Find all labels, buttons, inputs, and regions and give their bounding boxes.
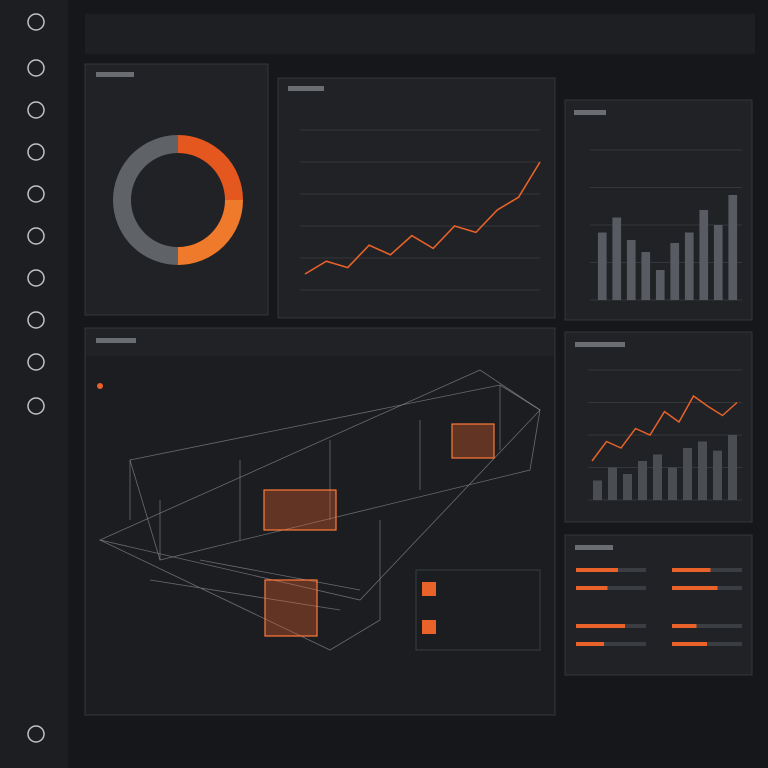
bar	[653, 454, 662, 500]
dot	[97, 383, 103, 389]
floorplan	[86, 356, 554, 714]
bar	[683, 448, 692, 500]
placeholder	[96, 72, 134, 77]
bar	[670, 243, 680, 300]
placeholder	[288, 86, 324, 91]
nav-icon[interactable]	[27, 59, 45, 77]
zone-cube	[263, 489, 337, 531]
progress-bar	[672, 586, 718, 590]
top-bar	[85, 14, 755, 54]
nav-icon[interactable]	[27, 185, 45, 203]
donut-segment	[177, 135, 243, 201]
bar	[597, 232, 607, 300]
bar	[684, 232, 694, 300]
room	[99, 520, 381, 651]
zone-cube	[264, 579, 318, 637]
wall	[129, 384, 541, 561]
swatch	[422, 620, 436, 634]
progress-bar	[576, 624, 625, 628]
progress-bar	[576, 568, 618, 572]
swatch	[422, 582, 436, 596]
header-placeholders	[96, 72, 625, 550]
combo-line	[591, 394, 738, 462]
bar	[641, 252, 651, 300]
bar	[713, 225, 723, 300]
placeholder	[574, 110, 606, 115]
progress-track	[576, 642, 646, 646]
wall	[129, 385, 501, 560]
legend-box	[415, 569, 541, 651]
placeholder	[96, 338, 136, 343]
nav-icon[interactable]	[27, 227, 45, 245]
donut-segment	[113, 135, 179, 265]
placeholder	[575, 342, 625, 347]
placeholder	[575, 545, 613, 550]
viewport	[86, 356, 554, 714]
progress-bar	[576, 586, 608, 590]
donut-segment	[177, 199, 243, 265]
nav-icon[interactable]	[27, 353, 45, 371]
bar	[612, 217, 622, 300]
progress-bar	[672, 624, 697, 628]
sidebar-icons	[27, 13, 45, 743]
nav-icon[interactable]	[27, 143, 45, 161]
nav-icon[interactable]	[27, 101, 45, 119]
nav-icon[interactable]	[27, 269, 45, 287]
panel	[564, 534, 753, 676]
bar	[728, 195, 738, 300]
sidebar	[0, 0, 68, 768]
nav-icon[interactable]	[27, 13, 45, 31]
bar	[638, 461, 647, 500]
progress-bar	[672, 568, 711, 572]
progress-bar	[576, 642, 604, 646]
bar	[698, 441, 707, 500]
bar	[728, 435, 737, 500]
bar	[699, 210, 709, 300]
progress-track	[576, 586, 646, 590]
nav-icon[interactable]	[27, 311, 45, 329]
bar	[655, 270, 665, 300]
bar	[623, 474, 632, 500]
panel	[277, 77, 556, 319]
bar	[593, 480, 602, 500]
progress-track	[672, 624, 742, 628]
trend-line	[304, 161, 541, 275]
bar	[608, 467, 617, 500]
bar	[626, 240, 636, 300]
bar	[713, 450, 722, 500]
progress-bar	[672, 642, 707, 646]
nav-icon[interactable]	[27, 725, 45, 743]
nav-icon[interactable]	[27, 397, 45, 415]
bar	[668, 467, 677, 500]
zone-cube	[451, 423, 495, 459]
